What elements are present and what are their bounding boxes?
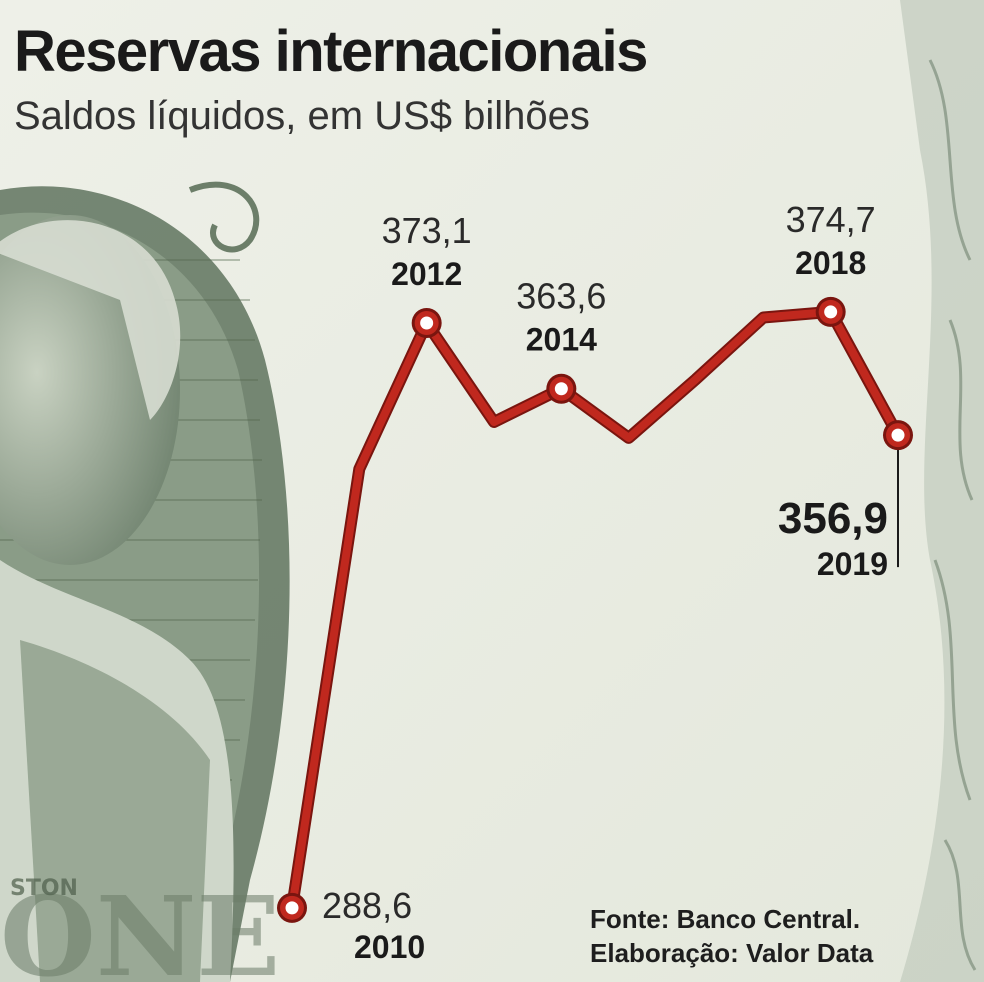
data-label-year-2014: 2014 xyxy=(526,322,597,358)
data-label-value-2010: 288,6 xyxy=(322,885,412,926)
series-line-shadow xyxy=(286,305,904,914)
point-marker-center-2019 xyxy=(891,428,905,442)
svg-text:STON: STON xyxy=(10,876,78,901)
points-layer xyxy=(277,296,913,923)
point-marker-center-2018 xyxy=(824,305,838,319)
data-label-year-2019: 2019 xyxy=(817,546,888,582)
data-label-year-2018: 2018 xyxy=(795,245,866,281)
point-marker-center-2012 xyxy=(420,316,434,330)
data-label-year-2010: 2010 xyxy=(354,929,425,965)
data-label-value-2018: 374,7 xyxy=(786,199,876,240)
chart-title: Reservas internacionais xyxy=(14,19,648,84)
series-line xyxy=(288,307,902,912)
data-label-value-2012: 373,1 xyxy=(382,210,472,251)
source-line-2: Elaboração: Valor Data xyxy=(590,938,874,968)
point-marker-center-2010 xyxy=(285,901,299,915)
source-note: Fonte: Banco Central. Elaboração: Valor … xyxy=(590,902,873,970)
svg-text:ONE: ONE xyxy=(0,872,280,982)
chart-subtitle: Saldos líquidos, em US$ bilhões xyxy=(14,94,590,138)
series-layer xyxy=(286,305,904,914)
data-label-value-2019: 356,9 xyxy=(778,494,888,543)
data-label-value-2014: 363,6 xyxy=(516,276,606,317)
source-line-1: Fonte: Banco Central. xyxy=(590,904,861,934)
point-marker-center-2014 xyxy=(554,382,568,396)
data-label-year-2012: 2012 xyxy=(391,256,462,292)
